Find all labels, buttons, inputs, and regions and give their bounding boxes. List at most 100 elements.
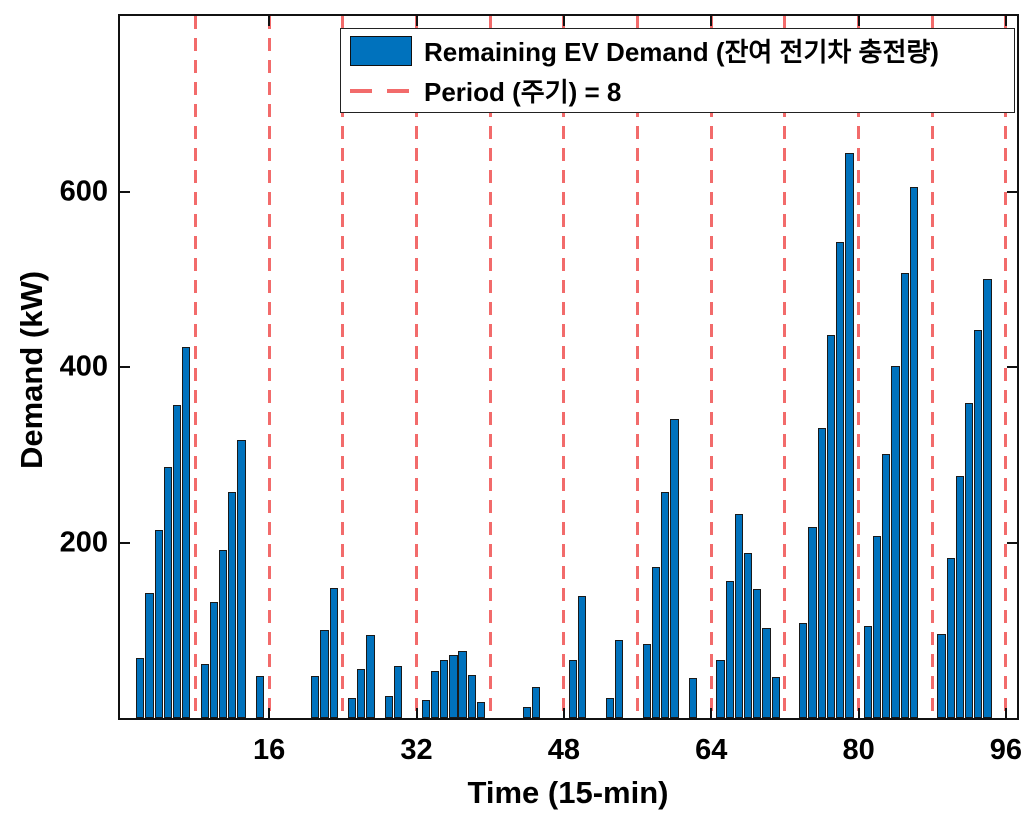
bar-t92 — [964, 402, 974, 718]
bar-t70 — [762, 628, 771, 718]
bar-t85 — [900, 273, 909, 718]
period-line-x32 — [415, 16, 419, 718]
bar-t59 — [661, 492, 670, 718]
bar-t22 — [320, 630, 329, 718]
bar-t15 — [255, 675, 265, 718]
period-line-x56 — [636, 16, 640, 718]
legend-period-label: Period (주기) = 8 — [424, 77, 622, 107]
bar-t60 — [670, 418, 679, 718]
bar-t71 — [771, 676, 780, 718]
bar-t27 — [366, 634, 375, 718]
bar-t9 — [200, 664, 209, 718]
x-tick-mark — [268, 708, 271, 718]
x-tick-mark — [562, 708, 565, 718]
y-tick-mark — [120, 366, 130, 368]
bar-t66 — [725, 581, 734, 718]
period-line-x64 — [709, 16, 713, 718]
legend-demand-label: Remaining EV Demand (잔여 전기차 충전량) — [424, 37, 939, 67]
bar-t83 — [882, 453, 891, 718]
ticks-layer — [120, 16, 1017, 718]
bar-t30 — [393, 666, 403, 718]
period-lines-layer — [120, 16, 1017, 718]
period-line-x88 — [930, 16, 934, 718]
period-line-x72 — [783, 16, 787, 718]
y-tick-mark — [1007, 366, 1017, 368]
bar-t94 — [983, 279, 992, 718]
bar-t86 — [909, 187, 918, 718]
bar-t37 — [458, 651, 467, 718]
x-tick-label-64: 64 — [695, 734, 728, 766]
y-tick-mark — [1007, 541, 1017, 544]
period-line-x16 — [267, 16, 271, 718]
x-tick-mark — [857, 708, 860, 718]
y-tick-mark — [1007, 190, 1017, 193]
bar-t38 — [467, 675, 476, 718]
bars-layer — [120, 16, 1017, 718]
bar-t13 — [237, 439, 246, 718]
bar-t78 — [836, 241, 845, 718]
x-tick-label-96: 96 — [989, 734, 1023, 766]
bar-t68 — [743, 553, 753, 718]
period-line-x24 — [341, 16, 345, 718]
bar-t45 — [532, 687, 541, 718]
bar-t6 — [172, 404, 182, 718]
bar-t10 — [209, 602, 219, 718]
x-tick-label-32: 32 — [400, 734, 433, 766]
x-tick-mark — [1004, 16, 1007, 26]
bar-t54 — [615, 639, 624, 718]
x-tick-mark — [710, 708, 713, 718]
x-tick-label-80: 80 — [842, 734, 875, 766]
legend: Remaining EV Demand (잔여 전기차 충전량) Period … — [340, 28, 1015, 113]
bar-t53 — [605, 697, 615, 718]
bar-t50 — [578, 596, 587, 718]
legend-dashed-line-icon — [350, 88, 412, 93]
bar-t35 — [440, 660, 449, 718]
bar-t39 — [476, 702, 486, 718]
bar-t74 — [799, 623, 808, 718]
x-tick-mark — [268, 16, 271, 26]
bar-t34 — [430, 671, 440, 718]
bar-t36 — [449, 654, 458, 718]
legend-bar-swatch-icon — [350, 35, 412, 66]
bar-t82 — [872, 536, 882, 718]
y-tick-mark — [120, 190, 130, 193]
bar-t77 — [826, 334, 836, 718]
bar-t29 — [384, 696, 394, 718]
x-tick-mark — [415, 708, 418, 718]
period-line-x96 — [1004, 16, 1008, 718]
legend-item-period: Period (주기) = 8 — [341, 72, 1014, 109]
bar-t33 — [421, 700, 430, 718]
x-tick-mark — [562, 16, 565, 26]
bar-t67 — [734, 514, 743, 718]
bar-t12 — [228, 492, 237, 718]
bar-t2 — [136, 658, 145, 718]
bar-t5 — [163, 467, 173, 718]
y-tick-mark — [120, 541, 130, 544]
x-tick-label-16: 16 — [253, 734, 286, 766]
x-tick-mark — [415, 16, 418, 26]
bar-t11 — [219, 549, 228, 718]
bar-t89 — [937, 633, 946, 718]
bar-t75 — [808, 526, 817, 718]
bar-t93 — [974, 330, 983, 718]
x-tick-mark — [710, 16, 713, 26]
bar-t65 — [716, 660, 725, 718]
x-axis-label: Time (15-min) — [467, 775, 669, 810]
period-line-x48 — [562, 16, 566, 718]
period-line-x80 — [857, 16, 861, 718]
bar-t84 — [891, 366, 900, 718]
bar-t69 — [753, 589, 762, 718]
plot-area — [118, 14, 1019, 720]
bar-t90 — [946, 558, 955, 718]
bar-t79 — [845, 152, 854, 718]
bar-t26 — [357, 668, 366, 718]
bar-t76 — [817, 427, 826, 718]
bar-t21 — [311, 675, 320, 718]
bar-t44 — [522, 707, 532, 718]
bar-t23 — [329, 588, 338, 718]
bar-t3 — [145, 592, 154, 718]
bar-t49 — [568, 660, 578, 718]
y-tick-label-400: 400 — [59, 350, 108, 383]
x-tick-mark — [857, 16, 860, 26]
